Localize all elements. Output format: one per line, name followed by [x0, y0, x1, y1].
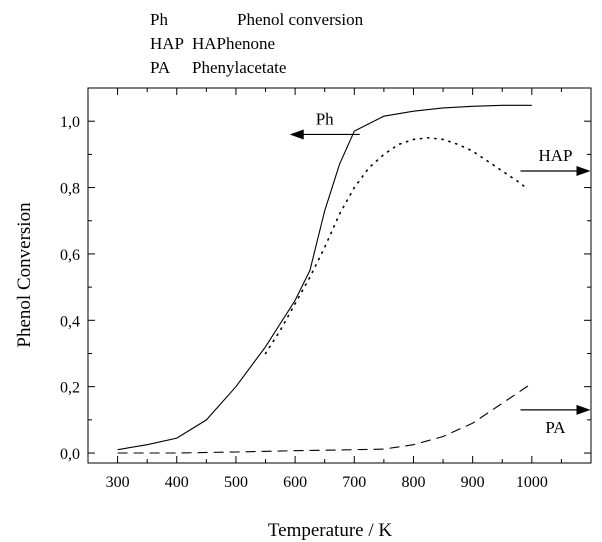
legend-abbr-2: HAP [150, 34, 184, 53]
x-tick-label: 700 [342, 474, 366, 491]
x-tick-label: 900 [461, 474, 485, 491]
x-tick-label: 1000 [516, 474, 548, 491]
y-tick-label: 0,6 [60, 247, 80, 264]
x-tick-label: 400 [165, 474, 189, 491]
x-tick-label: 800 [401, 474, 425, 491]
legend-name-1: Phenol conversion [237, 10, 364, 29]
annotation-label-hap: HAP [538, 146, 572, 165]
series-line-pa [117, 382, 533, 454]
series-layer [117, 104, 533, 454]
series-line-ph [117, 104, 532, 451]
x-tick-label: 600 [283, 474, 307, 491]
legend: Ph Phenol conversion HAP HAPhenone PA Ph… [150, 10, 364, 77]
y-tick-label: 0,2 [60, 380, 80, 397]
y-tick-label: 0,0 [60, 446, 80, 463]
annotations-layer: Ph HAP PA [289, 109, 591, 437]
y-tick-label: 0,4 [60, 313, 80, 330]
legend-abbr-3: PA [150, 58, 171, 77]
legend-name-2: HAPhenone [192, 34, 275, 53]
y-tick-label: 1,0 [60, 114, 80, 131]
x-tick-label: 300 [106, 474, 130, 491]
x-axis-label: Temperature / K [268, 520, 393, 541]
x-tick-label: 500 [224, 474, 248, 491]
y-axis-label: Phenol Conversion [14, 202, 35, 348]
annotation-arrowhead-hap [576, 165, 591, 176]
legend-name-3: Phenylacetate [192, 58, 286, 77]
legend-abbr-1: Ph [150, 10, 168, 29]
axes: 300 400 500 600 700 800 900 1000 0,0 0,2 0,4 0,6 0,8… [60, 87, 591, 491]
annotation-label-pa: PA [545, 418, 566, 437]
plot-frame [87, 87, 592, 464]
annotation-arrowhead-ph [289, 129, 304, 140]
annotation-arrowhead-pa [576, 404, 591, 415]
annotation-label-ph: Ph [316, 109, 334, 128]
series-line-hap [264, 136, 527, 355]
y-tick-label: 0,8 [60, 181, 80, 198]
